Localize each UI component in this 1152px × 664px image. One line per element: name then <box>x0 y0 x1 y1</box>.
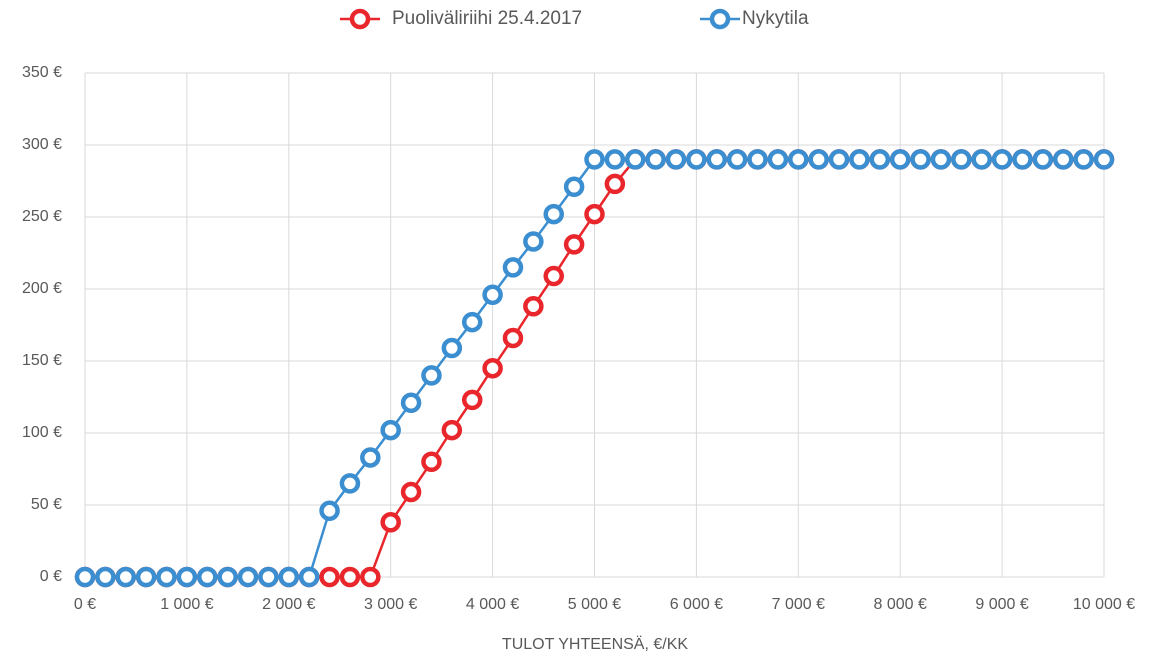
marker <box>278 566 300 588</box>
marker <box>258 566 279 588</box>
y-tick-label: 100 € <box>22 424 62 441</box>
marker <box>910 149 931 170</box>
marker <box>523 296 544 317</box>
marker <box>421 365 442 386</box>
y-tick-label: 150 € <box>22 352 62 369</box>
marker <box>74 566 96 588</box>
marker <box>726 149 748 170</box>
marker <box>95 566 116 588</box>
marker <box>788 149 809 170</box>
marker <box>380 512 401 533</box>
marker <box>1073 149 1094 170</box>
x-axis-title: TULOT YHTEENSÄ, €/KK <box>502 635 688 653</box>
marker <box>197 566 218 588</box>
marker <box>1052 149 1074 170</box>
y-tick-label: 250 € <box>22 208 62 225</box>
marker <box>604 173 626 195</box>
marker <box>625 149 646 170</box>
marker <box>747 149 768 170</box>
marker <box>543 265 564 287</box>
marker <box>115 566 137 588</box>
marker <box>482 284 503 306</box>
marker <box>461 389 483 411</box>
marker <box>502 327 524 349</box>
legend-label: Nykytila <box>742 8 809 29</box>
marker <box>767 149 789 170</box>
y-tick-label: 350 € <box>22 64 62 81</box>
marker <box>461 311 483 333</box>
x-tick-label: 9 000 € <box>975 596 1028 613</box>
marker <box>1093 149 1115 170</box>
legend-marker <box>349 8 371 30</box>
marker <box>156 566 177 588</box>
marker <box>339 473 361 494</box>
x-tick-label: 10 000 € <box>1073 596 1135 613</box>
marker <box>706 149 728 170</box>
marker <box>339 566 361 588</box>
y-tick-label: 50 € <box>31 496 62 513</box>
marker <box>502 257 524 278</box>
y-tick-label: 200 € <box>22 280 62 297</box>
marker <box>298 566 320 588</box>
marker <box>971 149 992 170</box>
marker <box>400 392 422 414</box>
marker <box>686 149 707 170</box>
marker <box>584 203 605 225</box>
marker <box>889 149 911 170</box>
marker <box>991 149 1013 170</box>
marker <box>1032 149 1054 170</box>
y-tick-label: 0 € <box>40 568 62 585</box>
marker <box>237 566 259 588</box>
marker <box>584 149 605 170</box>
x-tick-label: 3 000 € <box>364 596 417 613</box>
x-tick-label: 0 € <box>74 596 96 613</box>
marker <box>421 451 442 473</box>
x-tick-label: 4 000 € <box>466 596 519 613</box>
marker <box>604 149 626 170</box>
marker <box>360 447 381 468</box>
x-tick-label: 1 000 € <box>160 596 213 613</box>
marker <box>400 481 422 503</box>
marker <box>176 566 198 588</box>
marker <box>360 566 381 588</box>
marker <box>217 566 238 588</box>
marker <box>645 149 666 170</box>
marker <box>951 149 972 170</box>
x-tick-label: 8 000 € <box>874 596 927 613</box>
y-tick-label: 300 € <box>22 136 62 153</box>
x-tick-label: 5 000 € <box>568 596 621 613</box>
x-tick-label: 2 000 € <box>262 596 315 613</box>
marker <box>543 203 564 225</box>
marker <box>828 149 850 170</box>
marker <box>563 234 585 255</box>
marker <box>441 419 463 441</box>
marker <box>1012 149 1033 170</box>
marker <box>380 419 401 441</box>
marker <box>869 149 891 170</box>
legend-marker <box>709 8 731 30</box>
x-tick-label: 6 000 € <box>670 596 723 613</box>
marker <box>808 149 829 170</box>
marker <box>482 357 503 379</box>
marker <box>319 566 340 588</box>
legend-label: Puoliväliriihi 25.4.2017 <box>392 8 582 29</box>
marker <box>563 176 585 198</box>
marker <box>849 149 870 170</box>
marker <box>665 149 687 170</box>
marker <box>135 566 157 588</box>
marker <box>930 149 952 170</box>
x-tick-label: 7 000 € <box>772 596 825 613</box>
marker <box>319 500 340 522</box>
marker <box>441 337 463 359</box>
marker <box>523 231 544 252</box>
